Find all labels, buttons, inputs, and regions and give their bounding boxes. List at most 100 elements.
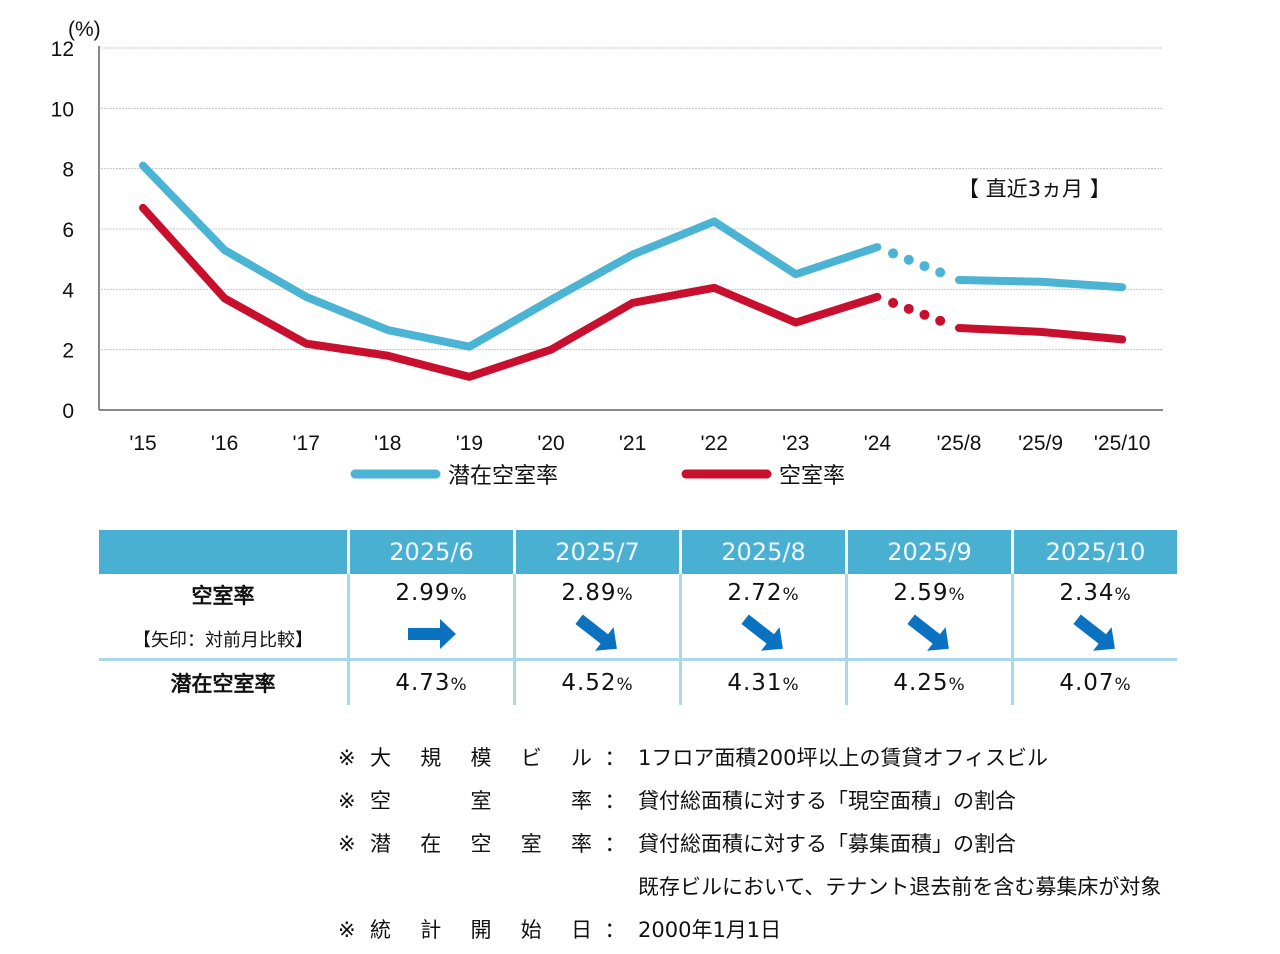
x-tick-label: '18 <box>374 432 401 455</box>
note-colon: ： <box>604 832 626 856</box>
y-tick-label: 4 <box>62 279 74 302</box>
x-tick-label: '25/9 <box>1018 432 1063 455</box>
table-cell-vacancy: 2.72% <box>679 574 847 660</box>
note-term: 統計開始日 <box>370 918 592 942</box>
row-header-vacancy: 空室率 【矢印：対前月比較】 <box>99 574 349 660</box>
table-cell-potential: 4.31% <box>679 658 847 705</box>
legend: 潜在空室率 空室率 <box>350 464 845 489</box>
row-label-potential-vacancy: 潜在空室率 <box>99 658 349 705</box>
gridlines <box>101 47 1163 351</box>
table-header-month: 2025/6 <box>347 530 515 574</box>
y-axis-unit-label: (%) <box>68 18 101 41</box>
dotted-connector-dot <box>919 309 930 320</box>
percent-unit: % <box>1114 585 1132 605</box>
x-tick-label: '20 <box>537 432 564 455</box>
x-tick-label: '17 <box>293 432 320 455</box>
note-term: 潜在空室率 <box>370 832 592 856</box>
note-colon <box>592 866 638 909</box>
note-term: 大規模ビル <box>370 746 592 770</box>
percent-unit: % <box>616 675 634 695</box>
vacancy-table: 2025/6 2025/7 2025/8 2025/9 2025/10 空室率 … <box>99 530 1177 705</box>
trend-arrow-icon <box>1068 614 1124 654</box>
table-header-month: 2025/7 <box>513 530 681 574</box>
dotted-connector-dot <box>903 303 914 314</box>
recent-3-months-annotation: 【 直近3ヵ月 】 <box>958 177 1111 201</box>
trend-arrow-icon <box>404 614 460 654</box>
note-description: 2000年1月1日 <box>638 918 782 942</box>
percent-unit: % <box>616 585 634 605</box>
x-axis-ticks: '15 '16 '17 '18 '19 '20 '21 '22 '23 '24 '25/8 '25/9… <box>129 432 1150 455</box>
percent-unit: % <box>450 675 468 695</box>
table-header-month: 2025/8 <box>679 530 847 574</box>
x-tick-label: '19 <box>456 432 483 455</box>
vacancy-rate-chart: 0 2 4 6 8 10 12 (%) '15 '16 '17 '18 '19 '20 '21 '22 '2… <box>51 18 1163 489</box>
series-line-historical <box>139 203 882 381</box>
y-axis-ticks: 0 2 4 6 8 10 12 <box>51 38 75 423</box>
y-tick-label: 12 <box>51 38 74 61</box>
percent-unit: % <box>450 585 468 605</box>
table-cell-potential: 4.52% <box>513 658 681 705</box>
x-tick-label: '21 <box>619 432 646 455</box>
vacancy-value: 2.72 <box>727 580 783 606</box>
potential-value: 4.52 <box>561 670 617 696</box>
dotted-connector-dot <box>919 261 930 272</box>
percent-unit: % <box>782 675 800 695</box>
table-cell-potential: 4.25% <box>845 658 1013 705</box>
trend-arrow-icon <box>570 614 626 654</box>
table-cell-potential: 4.73% <box>347 658 515 705</box>
note-term <box>370 866 592 909</box>
table-row-potential-vacancy: 潜在空室率 4.73% 4.52% 4.31% 4.25% 4.07% <box>99 658 1177 705</box>
x-tick-label: '25/10 <box>1094 432 1151 455</box>
note-colon: ： <box>604 789 626 813</box>
trend-arrow-icon <box>736 614 792 654</box>
table-cell-vacancy: 2.34% <box>1011 574 1177 660</box>
note-row: 既存ビルにおいて、テナント退去前を含む募集床が対象 <box>338 866 1161 909</box>
note-colon: ： <box>604 918 626 942</box>
potential-value: 4.73 <box>395 670 451 696</box>
note-mark: ※ <box>338 789 356 813</box>
x-tick-label: '24 <box>864 432 892 455</box>
x-tick-label: '16 <box>211 432 238 455</box>
y-tick-label: 6 <box>62 219 74 242</box>
vacancy-value: 2.99 <box>395 580 451 606</box>
series-potential-vacancy <box>139 161 1127 351</box>
note-mark: ※ <box>338 918 356 942</box>
x-tick-label: '22 <box>701 432 728 455</box>
trend-arrow-icon <box>902 614 958 654</box>
legend-label-potential-vacancy: 潜在空室率 <box>448 464 558 489</box>
note-row: ※ 空室率 ： 貸付総面積に対する「現空面積」の割合 <box>338 780 1161 823</box>
note-row: ※ 潜在空室率 ： 貸付総面積に対する「募集面積」の割合 <box>338 823 1161 866</box>
table-header-month: 2025/9 <box>845 530 1013 574</box>
potential-value: 4.25 <box>893 670 949 696</box>
legend-label-vacancy: 空室率 <box>779 464 845 489</box>
x-tick-label: '25/8 <box>937 432 982 455</box>
series-vacancy <box>139 203 1127 381</box>
series-line-historical <box>139 161 882 351</box>
y-tick-label: 0 <box>62 400 74 423</box>
percent-unit: % <box>1114 675 1132 695</box>
table-cell-vacancy: 2.59% <box>845 574 1013 660</box>
table-row-vacancy: 空室率 【矢印：対前月比較】 2.99% 2.89% 2.72% 2.59% 2… <box>99 574 1177 660</box>
table-cell-vacancy: 2.89% <box>513 574 681 660</box>
note-description: 1フロア面積200坪以上の賃貸オフィスビル <box>638 746 1049 770</box>
row-label-vacancy: 空室率 <box>191 584 255 608</box>
note-mark: ※ <box>338 746 356 770</box>
note-row: ※ 大規模ビル ： 1フロア面積200坪以上の賃貸オフィスビル <box>338 737 1161 780</box>
note-row: ※ 統計開始日 ： 2000年1月1日 <box>338 909 1161 952</box>
note-term: 空室率 <box>370 789 592 813</box>
footnotes: ※ 大規模ビル ： 1フロア面積200坪以上の賃貸オフィスビル ※ 空室率 ： 貸付総面積に対… <box>338 737 1161 952</box>
row-sublabel-arrow-note: 【矢印：対前月比較】 <box>133 630 313 651</box>
dotted-connector-dot <box>935 315 946 326</box>
note-mark: ※ <box>338 832 356 856</box>
note-description: 既存ビルにおいて、テナント退去前を含む募集床が対象 <box>638 875 1162 899</box>
series-line-recent <box>955 323 1127 344</box>
note-colon: ： <box>604 746 626 770</box>
note-mark <box>338 866 370 909</box>
vacancy-value: 2.89 <box>561 580 617 606</box>
vacancy-value: 2.59 <box>893 580 949 606</box>
potential-value: 4.31 <box>727 670 783 696</box>
table-header-month: 2025/10 <box>1011 530 1177 574</box>
vacancy-value: 2.34 <box>1059 580 1115 606</box>
y-tick-label: 8 <box>62 159 74 182</box>
x-tick-label: '15 <box>129 432 156 455</box>
